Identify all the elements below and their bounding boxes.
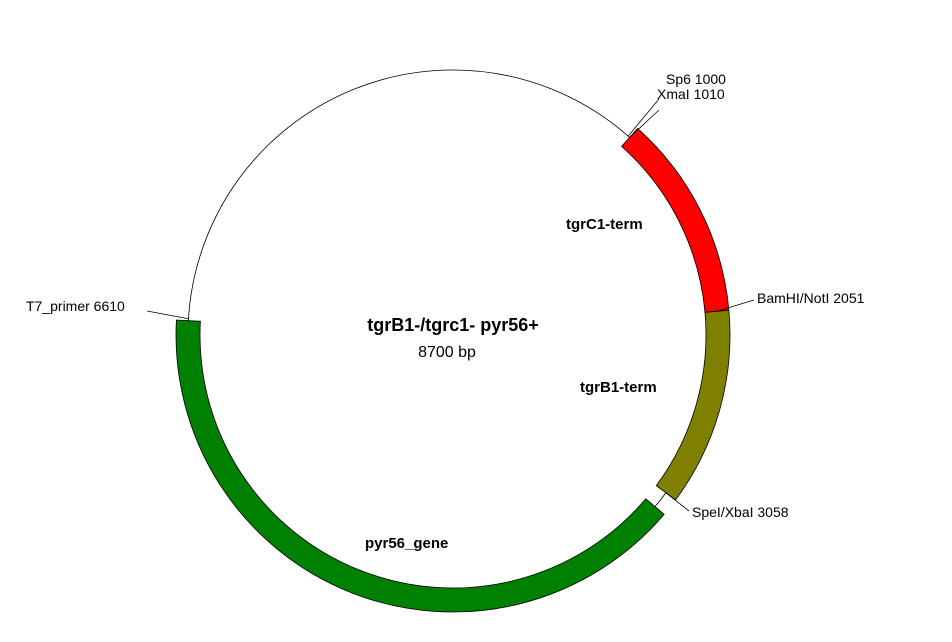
site-marker-bamhi-noti <box>716 299 755 312</box>
site-marker-t7-primer <box>146 310 189 320</box>
feature-arc-pyr56-gene[interactable] <box>175 319 665 613</box>
sites-layer <box>146 98 755 512</box>
feature-label-pyr56-gene: pyr56_gene <box>365 535 448 552</box>
map-size: 8700 bp <box>418 344 476 361</box>
feature-label-tgrC1-term: tgrC1-term <box>566 216 643 233</box>
site-label-sp6[interactable]: Sp6 1000 <box>666 71 726 87</box>
map-title: tgrB1-/tgrc1- pyr56+ <box>367 315 539 335</box>
site-label-bamhi-noti[interactable]: BamHI/NotI 2051 <box>757 290 865 306</box>
site-marker-sp6 <box>627 98 660 137</box>
feature-arc-tgrB1-term[interactable] <box>655 309 731 501</box>
site-label-t7-primer[interactable]: T7_primer 6610 <box>26 298 125 314</box>
feature-label-tgrB1-term: tgrB1-term <box>580 379 657 396</box>
site-marker-xmai <box>629 109 660 138</box>
site-label-spei-xbai[interactable]: SpeI/XbaI 3058 <box>692 504 789 520</box>
site-marker-spei-xbai <box>665 492 690 512</box>
site-label-xmai[interactable]: XmaI 1010 <box>657 86 725 102</box>
features-layer <box>175 127 731 613</box>
